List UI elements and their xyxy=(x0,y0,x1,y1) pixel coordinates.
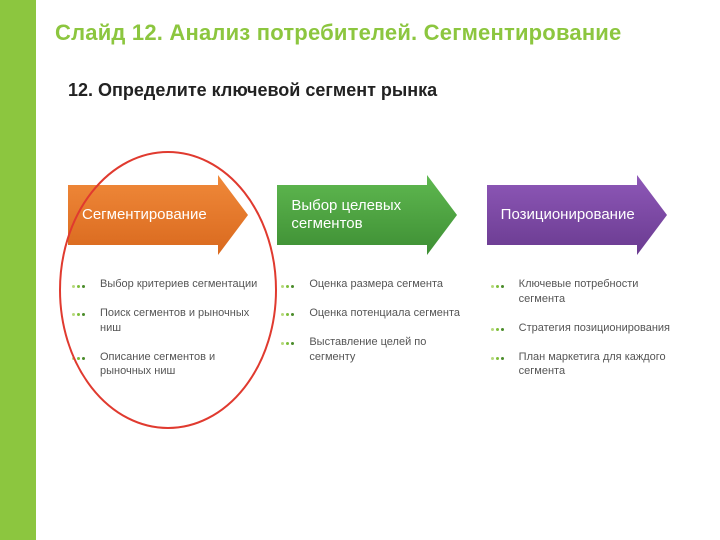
bullet-dots-icon xyxy=(281,312,303,318)
stage-label: Выбор целевых сегментов xyxy=(291,175,434,255)
bullet-text: Описание сегментов и рыночных ниш xyxy=(100,350,259,380)
bullet-dots-icon xyxy=(281,283,303,289)
page-subtitle: 12. Определите ключевой сегмент рынка xyxy=(68,80,437,101)
bullet-item: Выставление целей по сегменту xyxy=(281,335,468,365)
page-title: Слайд 12. Анализ потребителей. Сегментир… xyxy=(55,20,621,46)
bullet-item: Стратегия позиционирования xyxy=(491,321,678,336)
stage-arrow: Выбор целевых сегментов xyxy=(277,175,468,255)
stage-arrow: Сегментирование xyxy=(68,175,259,255)
stage-bullets: Ключевые потребности сегмента Стратегия п… xyxy=(491,277,678,379)
bullet-text: Стратегия позиционирования xyxy=(519,321,670,336)
stage-label: Позиционирование xyxy=(501,175,644,255)
bullet-text: План маркетига для каждого сегмента xyxy=(519,350,678,380)
bullet-item: Ключевые потребности сегмента xyxy=(491,277,678,307)
stage-0: Сегментирование Выбор критериев сегментац… xyxy=(68,175,259,379)
stage-2: Позиционирование Ключевые потребности сег… xyxy=(487,175,678,379)
bullet-dots-icon xyxy=(72,283,94,289)
bullet-item: Описание сегментов и рыночных ниш xyxy=(72,350,259,380)
stage-1: Выбор целевых сегментов Оценка размера се… xyxy=(277,175,468,379)
stage-bullets: Оценка размера сегмента Оценка потенциала… xyxy=(281,277,468,364)
bullet-item: Поиск сегментов и рыночных ниш xyxy=(72,306,259,336)
bullet-item: Оценка размера сегмента xyxy=(281,277,468,292)
bullet-item: План маркетига для каждого сегмента xyxy=(491,350,678,380)
bullet-text: Выбор критериев сегментации xyxy=(100,277,257,292)
bullet-text: Оценка размера сегмента xyxy=(309,277,443,292)
bullet-text: Поиск сегментов и рыночных ниш xyxy=(100,306,259,336)
bullet-text: Оценка потенциала сегмента xyxy=(309,306,460,321)
bullet-item: Выбор критериев сегментации xyxy=(72,277,259,292)
bullet-text: Ключевые потребности сегмента xyxy=(519,277,678,307)
segmentation-flow-diagram: Сегментирование Выбор критериев сегментац… xyxy=(68,175,678,379)
bullet-dots-icon xyxy=(72,312,94,318)
bullet-dots-icon xyxy=(491,283,513,289)
bullet-dots-icon xyxy=(491,327,513,333)
stage-arrow: Позиционирование xyxy=(487,175,678,255)
bullet-dots-icon xyxy=(491,356,513,362)
bullet-dots-icon xyxy=(72,356,94,362)
bullet-dots-icon xyxy=(281,341,303,347)
stage-label: Сегментирование xyxy=(82,175,225,255)
bullet-item: Оценка потенциала сегмента xyxy=(281,306,468,321)
bullet-text: Выставление целей по сегменту xyxy=(309,335,468,365)
accent-sidebar xyxy=(0,0,36,540)
stage-bullets: Выбор критериев сегментации Поиск сегмент… xyxy=(72,277,259,379)
